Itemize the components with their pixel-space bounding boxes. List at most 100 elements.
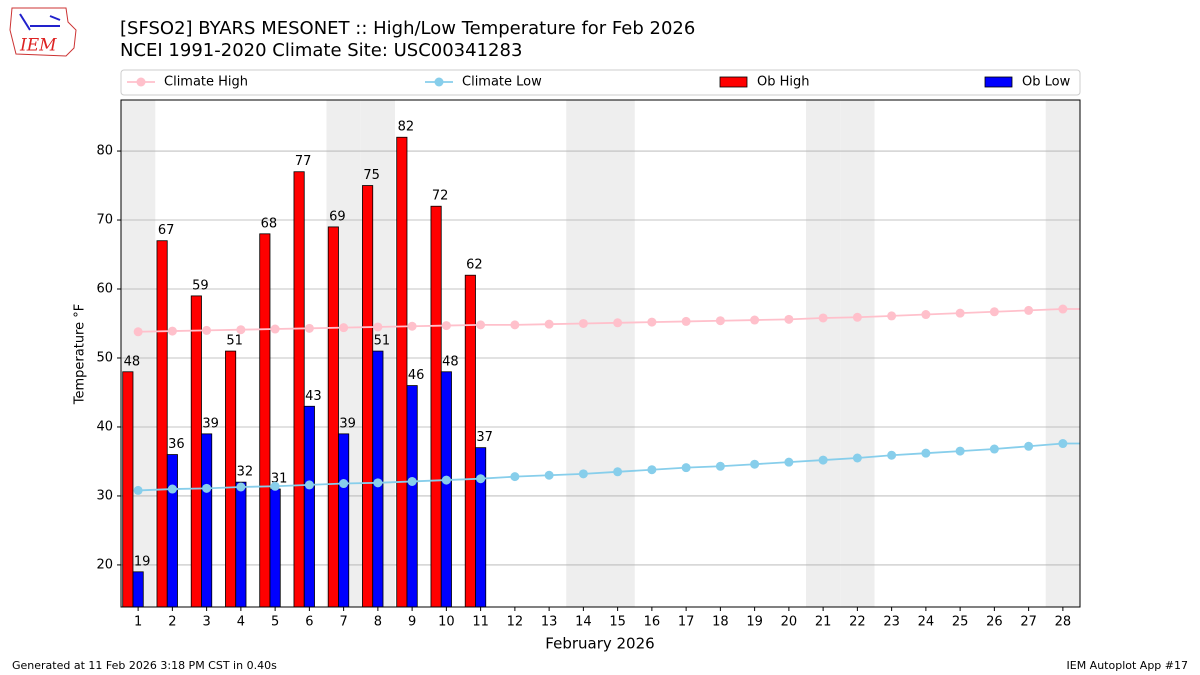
line-marker bbox=[921, 448, 931, 458]
bar bbox=[235, 481, 247, 608]
data-label: 72 bbox=[432, 189, 449, 204]
x-tick-label: 13 bbox=[541, 615, 558, 630]
y-tick-label: 70 bbox=[96, 213, 113, 228]
footer-left: Generated at 11 Feb 2026 3:18 PM CST in … bbox=[12, 659, 277, 672]
x-tick-label: 15 bbox=[609, 615, 626, 630]
legend-marker bbox=[136, 77, 146, 87]
legend-swatch bbox=[984, 76, 1013, 88]
weekend-shade bbox=[1045, 100, 1080, 607]
x-tick-label: 7 bbox=[339, 615, 347, 630]
line-marker bbox=[887, 311, 897, 321]
weekend-shade bbox=[600, 100, 635, 607]
x-tick-label: 27 bbox=[1020, 615, 1037, 630]
x-tick-label: 9 bbox=[408, 615, 416, 630]
y-tick-label: 50 bbox=[96, 350, 113, 365]
x-tick-label: 20 bbox=[781, 615, 798, 630]
data-label: 62 bbox=[466, 258, 483, 273]
data-label: 51 bbox=[226, 334, 243, 349]
x-tick-label: 3 bbox=[202, 615, 210, 630]
weekend-shade bbox=[840, 100, 875, 607]
bar bbox=[430, 205, 442, 608]
data-label: 39 bbox=[202, 416, 219, 431]
legend-label: Ob Low bbox=[1022, 75, 1071, 90]
line-marker bbox=[407, 476, 417, 486]
legend-box bbox=[120, 69, 1081, 96]
data-label: 59 bbox=[192, 278, 209, 293]
data-label: 46 bbox=[408, 368, 425, 383]
bar bbox=[259, 233, 271, 608]
line-marker bbox=[578, 318, 588, 328]
x-tick-label: 6 bbox=[305, 615, 313, 630]
bar bbox=[269, 488, 281, 608]
line-marker bbox=[304, 323, 314, 333]
x-tick-label: 23 bbox=[883, 615, 900, 630]
x-tick-label: 18 bbox=[712, 615, 729, 630]
footer-right: IEM Autoplot App #17 bbox=[1067, 659, 1189, 672]
line-marker bbox=[818, 313, 828, 323]
bar bbox=[132, 571, 144, 608]
line-marker bbox=[989, 307, 999, 317]
legend-label: Climate High bbox=[164, 75, 248, 90]
line-marker bbox=[236, 325, 246, 335]
line-marker bbox=[510, 472, 520, 482]
line-marker bbox=[750, 315, 760, 325]
line-marker bbox=[921, 310, 931, 320]
x-tick-label: 25 bbox=[952, 615, 969, 630]
y-tick-label: 60 bbox=[96, 282, 113, 297]
line-marker bbox=[133, 327, 143, 337]
y-tick-label: 20 bbox=[96, 557, 113, 572]
x-tick-label: 8 bbox=[374, 615, 382, 630]
bar bbox=[201, 433, 213, 608]
data-label: 48 bbox=[442, 354, 459, 369]
legend-marker bbox=[434, 77, 444, 87]
weekend-shade bbox=[566, 100, 601, 607]
data-label: 68 bbox=[261, 216, 278, 231]
line-marker bbox=[236, 482, 246, 492]
line-marker bbox=[202, 325, 212, 335]
x-tick-label: 16 bbox=[644, 615, 661, 630]
plot-frame bbox=[120, 99, 1081, 608]
logo-icon bbox=[19, 13, 61, 31]
x-tick-label: 22 bbox=[849, 615, 866, 630]
data-label: 32 bbox=[237, 465, 254, 480]
line-marker bbox=[167, 326, 177, 336]
x-tick-label: 12 bbox=[507, 615, 524, 630]
y-tick-label: 40 bbox=[96, 419, 113, 434]
line-marker bbox=[544, 470, 554, 480]
data-label: 43 bbox=[305, 389, 322, 404]
chart-subtitle: NCEI 1991-2020 Climate Site: USC00341283 bbox=[120, 40, 522, 61]
line-marker bbox=[133, 485, 143, 495]
line-marker bbox=[1058, 304, 1068, 314]
bar bbox=[396, 136, 408, 608]
y-tick-label: 30 bbox=[96, 488, 113, 503]
line-marker bbox=[955, 446, 965, 456]
bar bbox=[362, 185, 374, 608]
logo: IEM bbox=[9, 7, 77, 57]
line-marker bbox=[750, 459, 760, 469]
line-marker bbox=[476, 320, 486, 330]
y-tick-label: 80 bbox=[96, 144, 113, 159]
line-marker bbox=[955, 308, 965, 318]
x-tick-label: 1 bbox=[134, 615, 142, 630]
y-axis-label: Temperature °F bbox=[73, 304, 88, 405]
logo-outline bbox=[9, 7, 77, 57]
line-marker bbox=[715, 316, 725, 326]
line-marker bbox=[715, 461, 725, 471]
x-tick-label: 28 bbox=[1055, 615, 1072, 630]
line-marker bbox=[1024, 441, 1034, 451]
line-marker bbox=[270, 481, 280, 491]
line-marker bbox=[852, 312, 862, 322]
bar bbox=[166, 454, 178, 608]
data-label: 19 bbox=[134, 554, 151, 569]
line-marker bbox=[407, 321, 417, 331]
x-tick-label: 14 bbox=[575, 615, 592, 630]
bar bbox=[225, 350, 237, 608]
x-tick-label: 5 bbox=[271, 615, 279, 630]
line-marker bbox=[613, 318, 623, 328]
x-tick-label: 24 bbox=[918, 615, 935, 630]
x-tick-label: 26 bbox=[986, 615, 1003, 630]
x-tick-label: 21 bbox=[815, 615, 832, 630]
line-marker bbox=[441, 475, 451, 485]
line-marker bbox=[852, 453, 862, 463]
